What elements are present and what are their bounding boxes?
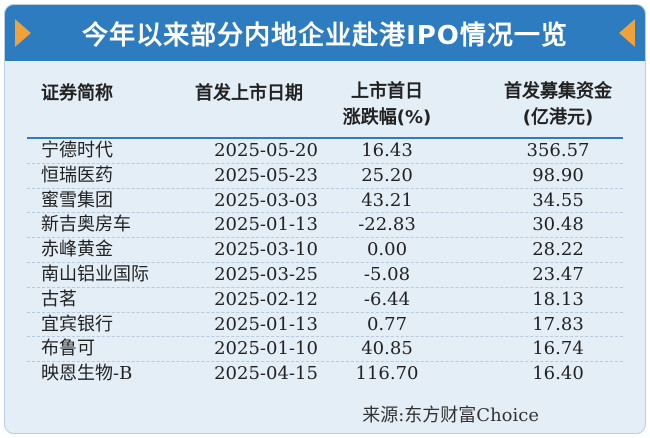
header-funds-raised-line1: 首发募集资金: [504, 81, 612, 102]
table-row: 赤峰黄金 2025-03-10 0.00 28.22: [27, 238, 623, 263]
cell-funds: 28.22: [532, 239, 584, 261]
cell-change: 40.85: [361, 338, 413, 360]
cell-funds: 17.83: [532, 313, 584, 335]
cell-name: 恒瑞医药: [41, 164, 113, 186]
cell-change: 43.21: [361, 189, 413, 211]
cell-date: 2025-05-23: [214, 164, 318, 186]
cell-date: 2025-04-15: [214, 363, 318, 385]
table-body: 宁德时代 2025-05-20 16.43 356.57 恒瑞医药 2025-0…: [5, 139, 645, 387]
table-row: 新吉奥房车 2025-01-13 -22.83 30.48: [27, 213, 623, 239]
right-arrow-icon: [619, 19, 635, 47]
cell-funds: 18.13: [532, 288, 584, 310]
cell-name: 宁德时代: [41, 140, 113, 161]
cell-funds: 16.40: [532, 363, 584, 385]
cell-funds: 16.74: [532, 338, 584, 360]
cell-change: -6.44: [363, 288, 411, 310]
table-row: 古茗 2025-02-12 -6.44 18.13: [27, 288, 623, 313]
table-row: 宜宾银行 2025-01-13 0.77 17.83: [27, 313, 623, 338]
cell-name: 蜜雪集团: [41, 189, 113, 211]
cell-date: 2025-05-20: [214, 140, 318, 161]
header-first-day-change-line2: 涨跌幅(%): [342, 107, 432, 128]
table-row: 宁德时代 2025-05-20 16.43 356.57: [27, 139, 623, 164]
table-row: 布鲁可 2025-01-10 40.85 16.74: [27, 337, 623, 363]
table-row: 蜜雪集团 2025-03-03 43.21 34.55: [27, 189, 623, 214]
header-funds-raised-line2: (亿港元): [522, 107, 594, 128]
cell-change: 0.77: [366, 313, 408, 335]
cell-date: 2025-03-03: [214, 189, 318, 211]
cell-name: 古茗: [41, 288, 77, 310]
cell-funds: 23.47: [532, 263, 584, 285]
cell-change: 0.00: [366, 239, 408, 261]
source-note: 来源:东方财富Choice: [362, 405, 539, 426]
cell-name: 赤峰黄金: [41, 239, 113, 261]
cell-date: 2025-01-13: [214, 313, 318, 335]
table-header: 证券简称 首发上市日期 上市首日 涨跌幅(%) 首发募集资金 (亿港元): [5, 79, 645, 135]
cell-change: 116.70: [355, 363, 419, 385]
table-row: 映恩生物-B 2025-04-15 116.70 16.40: [27, 362, 623, 387]
cell-funds: 98.90: [532, 164, 584, 186]
header-first-day-change: 上市首日 涨跌幅(%): [331, 79, 443, 131]
cell-change: -5.08: [363, 263, 411, 285]
cell-date: 2025-03-25: [214, 263, 318, 285]
table-row: 南山铝业国际 2025-03-25 -5.08 23.47: [27, 263, 623, 288]
header-first-day-change-line1: 上市首日: [351, 81, 423, 102]
cell-change: 16.43: [361, 140, 413, 161]
ipo-table-card: 今年以来部分内地企业赴港IPO情况一览 证券简称 首发上市日期 上市首日 涨跌幅…: [4, 4, 646, 434]
cell-name: 布鲁可: [41, 338, 95, 360]
cell-change: -22.83: [358, 214, 416, 236]
cell-date: 2025-03-10: [214, 239, 318, 261]
left-arrow-icon: [15, 19, 31, 47]
cell-date: 2025-02-12: [214, 288, 318, 310]
cell-name: 映恩生物-B: [41, 363, 133, 385]
cell-funds: 34.55: [532, 189, 584, 211]
cell-date: 2025-01-13: [214, 214, 318, 236]
header-security-name: 证券简称: [41, 83, 113, 104]
cell-change: 25.20: [361, 164, 413, 186]
header-listing-date: 首发上市日期: [195, 83, 303, 104]
cell-name: 宜宾银行: [41, 313, 113, 335]
header-divider: [27, 137, 623, 139]
cell-funds: 356.57: [526, 140, 590, 161]
cell-name: 新吉奥房车: [41, 214, 131, 236]
table-row: 恒瑞医药 2025-05-23 25.20 98.90: [27, 164, 623, 189]
title-banner: 今年以来部分内地企业赴港IPO情况一览: [5, 5, 645, 61]
cell-name: 南山铝业国际: [41, 263, 149, 285]
header-funds-raised: 首发募集资金 (亿港元): [493, 79, 623, 131]
cell-funds: 30.48: [532, 214, 584, 236]
cell-date: 2025-01-10: [214, 338, 318, 360]
page-title: 今年以来部分内地企业赴港IPO情况一览: [82, 20, 568, 51]
